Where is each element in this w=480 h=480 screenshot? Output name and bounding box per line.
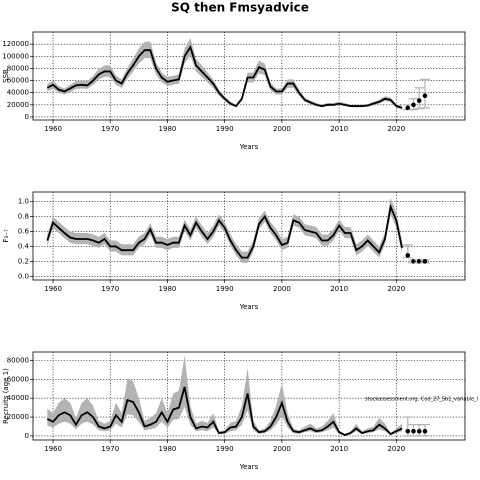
x-axis-label: Years bbox=[239, 463, 259, 471]
x-tick-label: 2020 bbox=[387, 445, 405, 453]
y-tick-label: 80000 bbox=[7, 356, 29, 364]
x-tick-label: 1980 bbox=[159, 445, 177, 453]
axes-frame bbox=[32, 191, 466, 281]
x-tick-label: 1970 bbox=[101, 445, 119, 453]
x-tick-label: 2020 bbox=[387, 125, 405, 133]
x-tick-label: 1970 bbox=[101, 285, 119, 293]
y-tick-label: 0 bbox=[25, 113, 29, 121]
projection-point bbox=[405, 253, 411, 258]
projection-point bbox=[411, 428, 416, 434]
confidence-band bbox=[47, 355, 403, 436]
y-tick-label: 0 bbox=[25, 432, 29, 440]
y-tick-label: 40000 bbox=[7, 89, 29, 97]
y-axis-label: Recruits (age 1) bbox=[2, 368, 10, 424]
x-tick-label: 1960 bbox=[44, 445, 62, 453]
annotation: stockassessment.org, Cod_27_5b1_variable… bbox=[365, 397, 478, 403]
projection-point bbox=[405, 105, 411, 111]
projection-point bbox=[416, 428, 422, 434]
plot bbox=[46, 355, 430, 437]
y-axis-label: F₃₋₇ bbox=[2, 229, 10, 243]
projection-point bbox=[416, 98, 422, 103]
x-tick-label: 1960 bbox=[44, 125, 62, 133]
y-tick-label: 0.2 bbox=[18, 257, 29, 265]
y-axis-label: SSB bbox=[2, 69, 10, 83]
y-tick-label: 20000 bbox=[7, 101, 29, 109]
x-axis-label: Years bbox=[239, 143, 259, 151]
projection-point bbox=[411, 102, 416, 108]
x-tick-label: 2020 bbox=[387, 285, 405, 293]
y-tick-label: 20000 bbox=[7, 413, 29, 421]
y-tick-label: 120000 bbox=[2, 40, 29, 48]
confidence-band bbox=[47, 197, 403, 263]
y-tick-label: 60000 bbox=[7, 77, 29, 85]
y-tick-label: 100000 bbox=[2, 52, 29, 60]
y-tick-label: 0.0 bbox=[18, 272, 29, 280]
projection-point bbox=[422, 93, 428, 99]
y-tick-label: 40000 bbox=[7, 394, 29, 402]
estimate-line bbox=[46, 45, 403, 109]
figure-title: SQ then Fmsyadvice bbox=[171, 1, 309, 15]
x-tick-label: 1960 bbox=[44, 285, 62, 293]
projection-point bbox=[422, 428, 428, 434]
confidence-band bbox=[47, 38, 403, 110]
y-tick-label: 80000 bbox=[7, 64, 29, 72]
y-tick-label: 0.6 bbox=[18, 228, 30, 236]
y-tick-label: 60000 bbox=[7, 375, 29, 383]
x-tick-label: 2000 bbox=[273, 445, 291, 453]
x-tick-label: 2000 bbox=[273, 125, 291, 133]
y-tick-label: 0.4 bbox=[18, 242, 30, 250]
x-tick-label: 1980 bbox=[159, 285, 177, 293]
x-tick-label: 2010 bbox=[330, 445, 348, 453]
x-tick-label: 2000 bbox=[273, 285, 291, 293]
projection-point bbox=[405, 428, 411, 434]
plot bbox=[46, 38, 430, 111]
x-axis-label: Years bbox=[239, 303, 259, 311]
axes-frame bbox=[32, 31, 466, 121]
x-tick-label: 1990 bbox=[216, 285, 234, 293]
projection-point bbox=[422, 259, 428, 264]
x-tick-label: 1970 bbox=[101, 125, 119, 133]
x-tick-label: 2010 bbox=[330, 125, 348, 133]
x-tick-label: 2010 bbox=[330, 285, 348, 293]
x-tick-label: 1980 bbox=[159, 125, 177, 133]
estimate-line bbox=[46, 203, 403, 259]
plot bbox=[46, 197, 430, 264]
y-tick-label: 1.0 bbox=[18, 198, 29, 206]
y-tick-label: 0.8 bbox=[18, 213, 29, 221]
x-tick-label: 1990 bbox=[216, 445, 234, 453]
x-tick-label: 1990 bbox=[216, 125, 234, 133]
estimate-line bbox=[46, 386, 403, 436]
axes-frame bbox=[32, 351, 466, 441]
